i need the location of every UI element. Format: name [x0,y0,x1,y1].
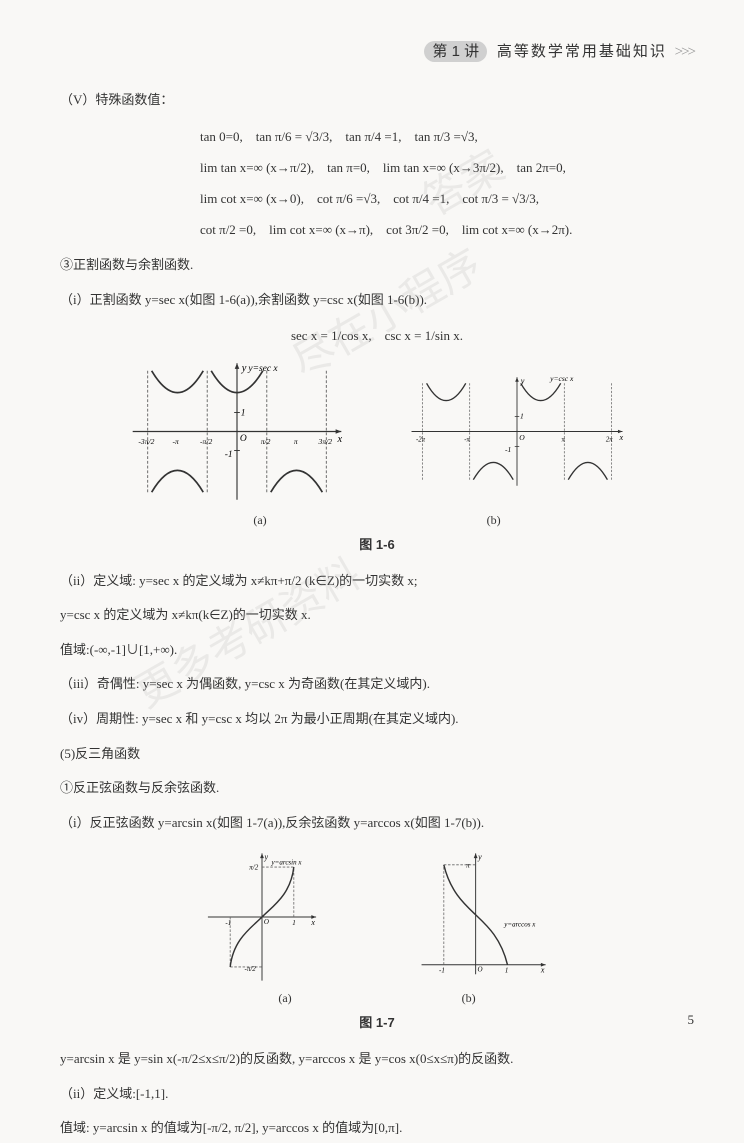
svg-text:π/2: π/2 [261,436,271,445]
svg-text:2π: 2π [606,436,613,443]
svg-text:-π/2: -π/2 [245,965,257,973]
page-header: 第 1 讲 高等数学常用基础知识 >>> [60,40,694,61]
inv-trig-intro: （i）反正弦函数 y=arcsin x(如图 1-7(a)),反余弦函数 y=a… [60,809,694,838]
svg-text:O: O [264,918,269,926]
svg-text:-π/2: -π/2 [200,436,212,445]
svg-text:-π: -π [173,436,180,445]
chapter-title: 高等数学常用基础知识 [497,43,667,60]
svg-text:π: π [466,862,470,870]
svg-text:-π: -π [464,436,470,443]
arc-range: 值域: y=arcsin x 的值域为[-π/2, π/2], y=arccos… [60,1114,694,1143]
svg-text:O: O [519,432,525,441]
tan-values-2: lim tan x=∞ (x→π/2), tan π=0, lim tan x=… [200,152,694,183]
domain-sec: （ii）定义域: y=sec x 的定义域为 x≠kπ+π/2 (k∈Z)的一切… [60,567,694,596]
fig16-title: 图 1-6 [60,534,694,553]
svg-text:y=csc x: y=csc x [549,374,574,383]
svg-text:π: π [294,436,298,445]
svg-text:y=arcsin x: y=arcsin x [271,859,303,867]
svg-text:O: O [478,966,483,974]
svg-text:3π/2: 3π/2 [318,436,333,445]
chart-arccos: y y=arccos x x O -1 1 π [397,847,567,987]
svg-text:-1: -1 [225,919,231,927]
chart-sec: y y=sec x x O 1 -1 -3π/2 -π -π/2 π/2 π 3… [127,354,347,509]
svg-text:y: y [520,376,525,385]
svg-text:y=arccos x: y=arccos x [503,921,536,929]
fig16-labels: (a) (b) [60,513,694,528]
svg-text:1: 1 [520,411,524,420]
svg-text:x: x [310,918,315,927]
svg-text:π/2: π/2 [249,864,258,872]
section-v-label: （V）特殊函数值： [60,92,173,107]
svg-text:1: 1 [505,967,509,975]
tan-values-1: tan 0=0, tan π/6 = √3/3, tan π/4 =1, tan… [200,121,694,152]
chapter-badge: 第 1 讲 [424,41,487,62]
sec-csc-formula: sec x = 1/cos x, csc x = 1/sin x. [60,325,694,344]
sec-csc-heading: ③正割函数与余割函数. [60,251,694,280]
period-seccsc: （iv）周期性: y=sec x 和 y=csc x 均以 2π 为最小正周期(… [60,705,694,734]
svg-text:y: y [477,853,482,862]
svg-text:y: y [241,362,247,373]
inv-trig-heading: (5)反三角函数 [60,740,694,769]
svg-text:y: y [264,853,269,862]
page-number: 5 [688,1012,695,1028]
svg-text:1: 1 [292,919,296,927]
sec-csc-intro: （i）正割函数 y=sec x(如图 1-6(a)),余割函数 y=csc x(… [60,286,694,315]
arc-domain: （ii）定义域:[-1,1]. [60,1080,694,1109]
chart-arcsin: y y=arcsin x x O -1 1 π/2 -π/2 [187,847,337,987]
svg-text:-3π/2: -3π/2 [138,436,154,445]
fig16-b-label: (b) [487,513,501,528]
cot-values-1: lim cot x=∞ (x→0), cot π/6 =√3, cot π/4 … [200,183,694,214]
svg-text:-1: -1 [505,444,511,453]
svg-text:x: x [337,433,343,444]
svg-text:-1: -1 [439,967,445,975]
range-seccsc: 值域:(-∞,-1]∪[1,+∞). [60,636,694,665]
fig17-title: 图 1-7 [60,1012,694,1031]
figure-1-6-row: y y=sec x x O 1 -1 -3π/2 -π -π/2 π/2 π 3… [60,354,694,509]
cot-values-2: cot π/2 =0, lim cot x=∞ (x→π), cot 3π/2 … [200,214,694,245]
fig16-a-label: (a) [253,513,266,528]
svg-text:1: 1 [241,408,246,418]
fig17-a-label: (a) [278,991,291,1006]
chart-csc: y y=csc x x O 1 -1 -2π -π π 2π [407,354,627,509]
svg-text:-2π: -2π [416,436,426,443]
parity-seccsc: （iii）奇偶性: y=sec x 为偶函数, y=csc x 为奇函数(在其定… [60,670,694,699]
svg-text:π: π [561,436,565,443]
fig17-b-label: (b) [462,991,476,1006]
svg-text:x: x [540,966,545,975]
svg-text:-1: -1 [225,450,233,460]
svg-text:x: x [618,432,623,441]
header-arrows: >>> [675,44,694,60]
inv-trig-sub: ①反正弦函数与反余弦函数. [60,774,694,803]
section-v: （V）特殊函数值： [60,86,694,115]
svg-text:y=sec x: y=sec x [247,363,278,373]
svg-text:O: O [240,434,247,444]
domain-csc: y=csc x 的定义域为 x≠kπ(k∈Z)的一切实数 x. [60,601,694,630]
arcsin-definition: y=arcsin x 是 y=sin x(-π/2≤x≤π/2)的反函数, y=… [60,1045,694,1074]
fig17-labels: (a) (b) [60,991,694,1006]
figure-1-7-row: y y=arcsin x x O -1 1 π/2 -π/2 y y=arcco… [60,847,694,987]
